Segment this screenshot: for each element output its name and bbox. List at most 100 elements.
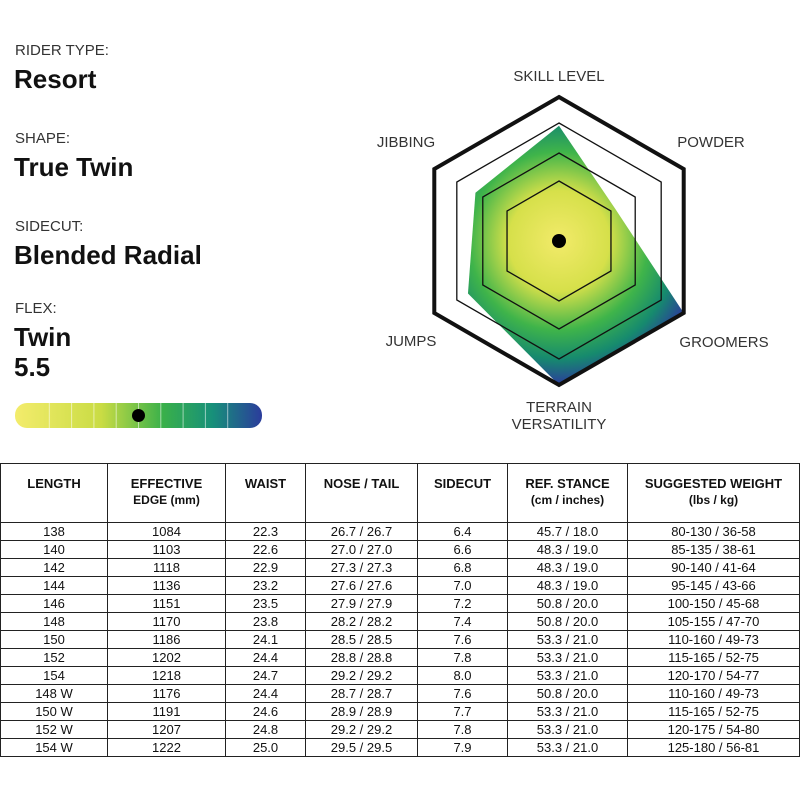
cell: 23.8 <box>225 612 306 631</box>
axis-label: TERRAIN VERSATILITY <box>512 399 607 433</box>
cell: 1151 <box>107 594 226 613</box>
cell: 154 <box>0 666 108 685</box>
spec-label: SHAPE: <box>15 130 71 147</box>
header-line: SIDECUT <box>433 476 492 491</box>
radar-ring <box>456 122 662 360</box>
cell: 48.3 / 19.0 <box>507 576 628 595</box>
cell: 27.0 / 27.0 <box>305 540 418 559</box>
radar-ring <box>482 152 636 330</box>
header-line: EDGE (mm) <box>133 493 200 507</box>
cell: 110-160 / 49-73 <box>627 684 800 703</box>
table-row: 148 1170 23.8 28.2 / 28.2 7.4 50.8 / 20.0 105-… <box>0 612 800 631</box>
cell: 152 <box>0 648 108 667</box>
spec-value: True Twin <box>14 152 134 182</box>
cell: 7.8 <box>417 720 508 739</box>
table-row: 138 1084 22.3 26.7 / 26.7 6.4 45.7 / 18.0 80-1… <box>0 522 800 541</box>
cell: 53.3 / 21.0 <box>507 630 628 649</box>
cell: 100-150 / 45-68 <box>627 594 800 613</box>
cell: 85-135 / 38-61 <box>627 540 800 559</box>
cell: 125-180 / 56-81 <box>627 738 800 757</box>
flex-name: Twin <box>14 322 72 352</box>
cell: 90-140 / 41-64 <box>627 558 800 577</box>
radar-ring <box>506 180 612 302</box>
cell: 24.4 <box>225 684 306 703</box>
table-row: 152 W 1207 24.8 29.2 / 29.2 7.8 53.3 / 21.0 12… <box>0 720 800 739</box>
cell: 138 <box>0 522 108 541</box>
spec-label: RIDER TYPE: <box>15 42 109 59</box>
header-line: NOSE / TAIL <box>323 476 400 491</box>
cell: 53.3 / 21.0 <box>507 666 628 685</box>
cell: 148 <box>0 612 108 631</box>
cell: 50.8 / 20.0 <box>507 594 628 613</box>
table-row: 154 1218 24.7 29.2 / 29.2 8.0 53.3 / 21.0 120-… <box>0 666 800 685</box>
cell: 26.7 / 26.7 <box>305 522 418 541</box>
radar-center <box>552 234 566 248</box>
cell: 7.6 <box>417 630 508 649</box>
cell: 50.8 / 20.0 <box>507 612 628 631</box>
cell: 6.8 <box>417 558 508 577</box>
spec-value: Resort <box>14 64 97 94</box>
cell: 29.2 / 29.2 <box>305 720 418 739</box>
axis-label: JUMPS <box>386 333 437 350</box>
cell: 1186 <box>107 630 226 649</box>
cell: 140 <box>0 540 108 559</box>
table-row: 148 W 1176 24.4 28.7 / 28.7 7.6 50.8 / 20.0 11… <box>0 684 800 703</box>
cell: 23.2 <box>225 576 306 595</box>
header-line: REF. STANCE <box>525 476 610 491</box>
cell: 150 <box>0 630 108 649</box>
cell: 7.0 <box>417 576 508 595</box>
cell: 95-145 / 43-66 <box>627 576 800 595</box>
cell: 28.5 / 28.5 <box>305 630 418 649</box>
cell: 142 <box>0 558 108 577</box>
header-line: (cm / inches) <box>530 493 605 507</box>
cell: 115-165 / 52-75 <box>627 702 800 721</box>
radar-area <box>467 125 684 386</box>
cell: 154 W <box>0 738 108 757</box>
header-line: LENGTH <box>27 476 81 491</box>
cell: 48.3 / 19.0 <box>507 558 628 577</box>
cell: 50.8 / 20.0 <box>507 684 628 703</box>
cell: 1103 <box>107 540 226 559</box>
flex-marker <box>132 409 145 422</box>
cell: 27.3 / 27.3 <box>305 558 418 577</box>
cell: 80-130 / 36-58 <box>627 522 800 541</box>
table-row: 142 1118 22.9 27.3 / 27.3 6.8 48.3 / 19.0 90-1… <box>0 558 800 577</box>
column-header: SIDECUT <box>417 463 508 523</box>
cell: 1136 <box>107 576 226 595</box>
cell: 28.7 / 28.7 <box>305 684 418 703</box>
cell: 1202 <box>107 648 226 667</box>
table-row: 154 W 1222 25.0 29.5 / 29.5 7.9 53.3 / 21.0 12… <box>0 738 800 757</box>
flex-label: FLEX: <box>15 300 57 317</box>
cell: 24.8 <box>225 720 306 739</box>
cell: 146 <box>0 594 108 613</box>
table-row: 140 1103 22.6 27.0 / 27.0 6.6 48.3 / 19.0 85-1… <box>0 540 800 559</box>
cell: 23.5 <box>225 594 306 613</box>
column-header: NOSE / TAIL <box>305 463 418 523</box>
cell: 1170 <box>107 612 226 631</box>
cell: 7.6 <box>417 684 508 703</box>
column-header: LENGTH <box>0 463 108 523</box>
cell: 24.1 <box>225 630 306 649</box>
column-header: WAIST <box>225 463 306 523</box>
cell: 152 W <box>0 720 108 739</box>
table-row: 150 1186 24.1 28.5 / 28.5 7.6 53.3 / 21.0 110-… <box>0 630 800 649</box>
cell: 144 <box>0 576 108 595</box>
spec-label: SIDECUT: <box>15 218 84 235</box>
cell: 29.5 / 29.5 <box>305 738 418 757</box>
cell: 45.7 / 18.0 <box>507 522 628 541</box>
cell: 25.0 <box>225 738 306 757</box>
cell: 22.9 <box>225 558 306 577</box>
cell: 150 W <box>0 702 108 721</box>
header-line: SUGGESTED WEIGHT <box>644 476 783 491</box>
cell: 148 W <box>0 684 108 703</box>
cell: 1084 <box>107 522 226 541</box>
cell: 7.8 <box>417 648 508 667</box>
column-header: EFFECTIVE EDGE (mm) <box>107 463 226 523</box>
cell: 22.3 <box>225 522 306 541</box>
axis-label: JIBBING <box>377 134 435 151</box>
cell: 24.7 <box>225 666 306 685</box>
cell: 7.4 <box>417 612 508 631</box>
radar-frame <box>432 94 686 388</box>
cell: 1207 <box>107 720 226 739</box>
